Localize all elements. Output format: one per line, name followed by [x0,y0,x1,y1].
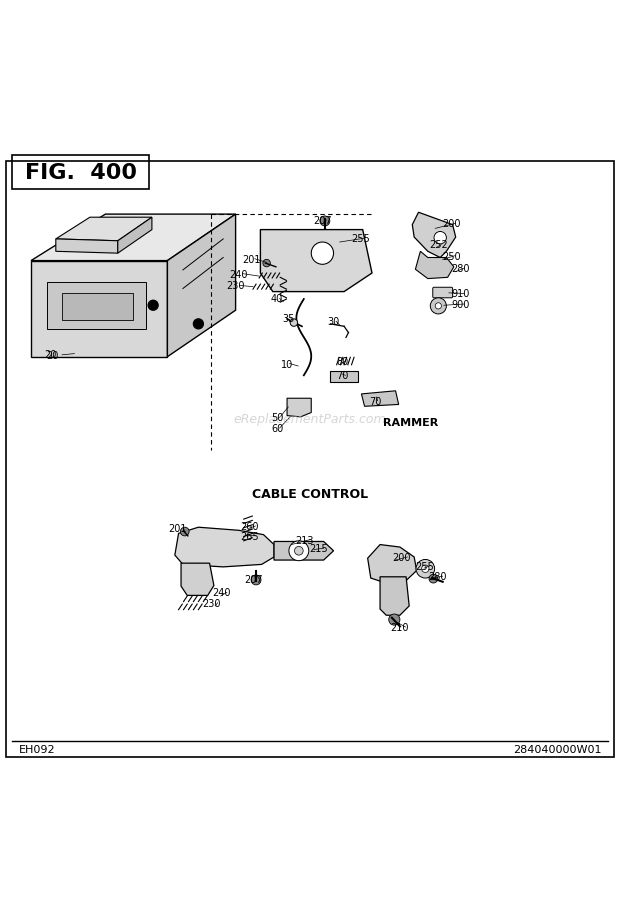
Circle shape [429,574,438,584]
Text: RAMMER: RAMMER [383,417,438,427]
Polygon shape [330,371,358,382]
Text: 284040000W01: 284040000W01 [513,744,601,754]
Text: 201: 201 [242,255,260,265]
Text: FIG.  400: FIG. 400 [25,163,137,183]
Polygon shape [274,542,334,561]
Text: 30: 30 [327,317,340,327]
Text: 260: 260 [241,521,259,531]
Text: 910: 910 [451,289,470,299]
Polygon shape [368,545,417,584]
Text: 200: 200 [392,552,411,562]
Text: 50: 50 [271,413,283,423]
Circle shape [422,565,429,573]
Circle shape [434,233,446,244]
Circle shape [289,541,309,562]
Circle shape [430,299,446,314]
Polygon shape [287,399,311,417]
Circle shape [263,260,270,267]
Text: 900: 900 [451,300,470,310]
Polygon shape [31,261,167,357]
Text: 255: 255 [415,561,434,571]
Circle shape [290,320,298,327]
Text: 252: 252 [429,240,448,250]
Text: 70: 70 [369,396,381,406]
Text: 207: 207 [313,215,332,225]
Text: 230: 230 [203,598,221,608]
Text: 240: 240 [212,587,231,597]
Text: 20: 20 [46,350,59,360]
Text: 230: 230 [226,281,245,291]
Text: 240: 240 [229,269,248,279]
Polygon shape [46,283,146,329]
Text: 213: 213 [295,535,314,545]
Text: 35: 35 [282,313,294,323]
Text: 70: 70 [337,371,349,380]
Text: 201: 201 [169,524,187,534]
Polygon shape [412,213,456,258]
Circle shape [180,528,189,537]
Text: 255: 255 [351,234,370,244]
Text: 265: 265 [241,531,259,541]
Text: 40: 40 [271,294,283,304]
Polygon shape [175,528,274,567]
Circle shape [193,320,203,329]
Polygon shape [380,577,409,616]
Text: 215: 215 [309,544,327,553]
Circle shape [148,301,158,311]
Text: 10: 10 [281,359,293,369]
Text: CABLE CONTROL: CABLE CONTROL [252,487,368,500]
Circle shape [294,547,303,555]
Text: 60: 60 [271,424,283,434]
Text: EH092: EH092 [19,744,55,754]
Circle shape [389,614,400,626]
Text: 280: 280 [451,264,470,274]
Text: 250: 250 [442,252,461,261]
Text: 80: 80 [337,357,349,367]
Text: 200: 200 [442,219,461,229]
Text: 210: 210 [391,622,409,632]
Polygon shape [181,563,214,596]
Polygon shape [56,240,118,254]
Circle shape [311,243,334,265]
Text: eReplacementParts.com: eReplacementParts.com [234,413,386,425]
Circle shape [320,217,330,227]
Text: 280: 280 [428,572,446,582]
Polygon shape [118,218,152,254]
Polygon shape [260,231,372,292]
FancyBboxPatch shape [433,288,453,299]
Text: 207: 207 [244,574,263,584]
Polygon shape [56,218,152,242]
Text: 20: 20 [45,349,57,359]
Polygon shape [31,215,236,261]
Polygon shape [167,215,236,357]
Circle shape [416,560,435,578]
Polygon shape [62,293,133,320]
Circle shape [251,575,261,585]
Polygon shape [415,252,454,279]
Circle shape [435,303,441,310]
Polygon shape [361,391,399,407]
